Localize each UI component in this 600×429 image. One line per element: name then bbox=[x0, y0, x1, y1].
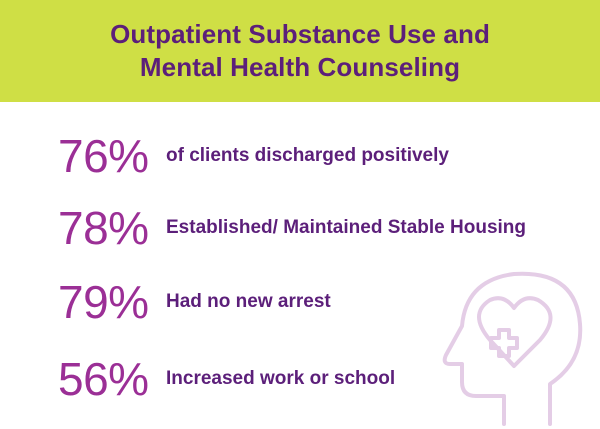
stat-value: 76% bbox=[58, 130, 149, 182]
stat-row-work-school: 56% Increased work or school bbox=[58, 349, 578, 409]
heart-shape bbox=[477, 296, 553, 368]
medical-cross bbox=[489, 328, 519, 358]
title-line-1: Outpatient Substance Use and bbox=[110, 19, 490, 49]
stat-label: Increased work or school bbox=[166, 368, 396, 389]
stat-row-housing: 78% Established/ Maintained Stable Housi… bbox=[58, 198, 578, 258]
stat-value: 79% bbox=[58, 276, 149, 328]
stat-label: of clients discharged positively bbox=[166, 145, 449, 166]
stat-value: 78% bbox=[58, 202, 149, 254]
head-outline bbox=[442, 271, 583, 426]
stat-row-discharged: 76% of clients discharged positively bbox=[58, 126, 578, 186]
stat-row-arrest: 79% Had no new arrest bbox=[58, 272, 578, 332]
page-title: Outpatient Substance Use and Mental Heal… bbox=[20, 18, 580, 84]
stat-value: 56% bbox=[58, 353, 149, 405]
stat-label: Established/ Maintained Stable Housing bbox=[166, 217, 526, 238]
stat-label: Had no new arrest bbox=[166, 291, 331, 312]
title-banner: Outpatient Substance Use and Mental Heal… bbox=[0, 0, 600, 102]
head-heart-medical-cross-icon bbox=[442, 271, 583, 426]
title-line-2: Mental Health Counseling bbox=[139, 52, 461, 82]
